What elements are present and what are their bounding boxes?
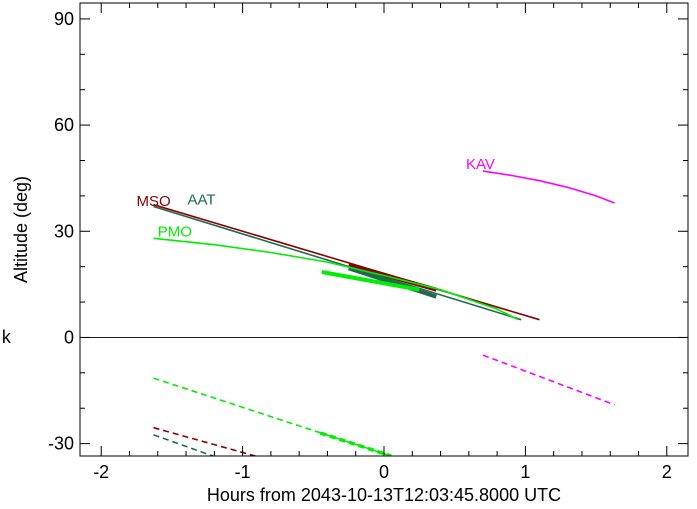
pmo-below-horizon-line xyxy=(153,377,392,456)
aat-thick-segment xyxy=(348,266,437,299)
x-tick-label: -1 xyxy=(235,462,251,482)
mso-line xyxy=(153,203,540,321)
y-axis-title: Altitude (deg) xyxy=(11,176,31,283)
pmo-series-label: PMO xyxy=(158,223,192,240)
aat-below-horizon-line xyxy=(153,434,214,456)
x-tick-label: 2 xyxy=(662,462,672,482)
x-axis-title: Hours from 2043-10-13T12:03:45.8000 UTC xyxy=(207,485,561,505)
y-tick-label: 60 xyxy=(54,115,74,135)
x-tick-label: 0 xyxy=(379,462,389,482)
axes: -2 -1 0 1 2 -30 0 30 60 90 xyxy=(48,2,689,482)
y-tick-label: 30 xyxy=(54,221,74,241)
y-tick-label: 90 xyxy=(54,9,74,29)
mso-below-horizon-line xyxy=(153,426,256,456)
pmo-below-horizon-thick-segment xyxy=(319,431,392,456)
aat-series-label: AAT xyxy=(187,191,215,208)
pmo-thick-segment xyxy=(321,270,420,292)
plot-area xyxy=(153,170,615,456)
mso-series-label: MSO xyxy=(137,193,171,210)
stray-label: k xyxy=(1,329,12,349)
kav-series-label: KAV xyxy=(466,156,495,173)
x-tick-label: 1 xyxy=(520,462,530,482)
pmo-line xyxy=(153,237,519,321)
y-tick-label: 0 xyxy=(64,327,74,347)
x-tick-label: -2 xyxy=(93,462,109,482)
kav-line xyxy=(482,170,615,204)
aat-line xyxy=(153,205,522,321)
kav-below-horizon-line xyxy=(482,354,615,406)
y-tick-label: -30 xyxy=(48,434,74,454)
